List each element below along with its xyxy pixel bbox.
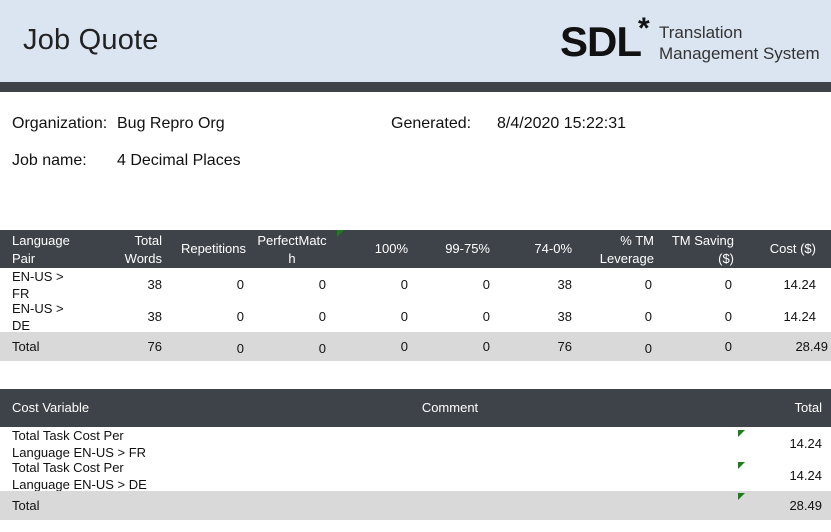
generated-value: 8/4/2020 15:22:31: [497, 115, 627, 132]
report-header: Job Quote SDL * Translation Management S…: [0, 0, 831, 82]
job-name-label: Job name:: [12, 152, 87, 169]
cell-100: 0: [400, 339, 408, 354]
col-tm-saving: TM Saving ($): [671, 233, 734, 266]
cost-table-header: Cost Variable Comment Total: [0, 389, 831, 427]
cell-total: 14.24: [789, 436, 822, 451]
col-total-words: Total Words: [124, 233, 162, 266]
cell-repetitions: 0: [236, 277, 244, 292]
col-cost: Cost ($): [769, 241, 816, 256]
sdl-logo: SDL * Translation Management System: [560, 12, 820, 70]
cell-total-label: Total: [12, 339, 40, 354]
col-comment: Comment: [421, 400, 479, 415]
cell-cost: 28.49: [795, 339, 828, 354]
col-99-75: 99-75%: [445, 241, 490, 256]
cell-cost: 14.24: [783, 277, 816, 292]
job-name-value: 4 Decimal Places: [117, 152, 241, 169]
cell-total-label: Total: [12, 498, 40, 513]
comment-marker-icon: [738, 462, 745, 469]
cell-total-words: 76: [147, 339, 162, 354]
cell-cost: 14.24: [783, 309, 816, 324]
logo-star-icon: *: [638, 12, 650, 45]
quote-table-header: Language Pair Total Words Repetitions Pe…: [0, 230, 831, 268]
logo-product-line2: Management System: [659, 44, 820, 63]
organization-value: Bug Repro Org: [117, 115, 225, 132]
col-repetitions: Repetitions: [180, 241, 246, 256]
table-total-row: Total 76 0 0 0 0 76 0 0 28.49: [0, 332, 831, 361]
page-title: Job Quote: [23, 24, 159, 56]
cell-100: 0: [400, 309, 408, 324]
cell-100: 0: [400, 277, 408, 292]
cell-99-75: 0: [482, 309, 490, 324]
cell-tm-saving: 0: [724, 309, 732, 324]
table-row: EN-US > DE 38 0 0 0 0 38 0 0 14.24: [0, 300, 831, 333]
cell-74-0: 38: [557, 277, 572, 292]
comment-marker-icon: [337, 230, 344, 237]
cell-perfect-match: 0: [318, 309, 326, 324]
col-cost-variable: Cost Variable: [12, 400, 90, 415]
cell-cost-variable: Total Task Cost Per Language EN-US > DE: [12, 460, 147, 492]
header-divider: [0, 82, 831, 92]
comment-marker-icon: [738, 493, 745, 500]
logo-wordmark: SDL: [560, 18, 642, 65]
cell-tm-leverage: 0: [644, 309, 652, 324]
col-74-0: 74-0%: [534, 241, 572, 256]
cell-tm-saving: 0: [724, 277, 732, 292]
logo-product-line1: Translation: [659, 23, 743, 42]
cell-74-0: 38: [557, 309, 572, 324]
organization-label: Organization:: [12, 115, 108, 132]
table-row: Total Task Cost Per Language EN-US > FR …: [0, 427, 831, 460]
col-language-pair: Language Pair: [12, 233, 70, 266]
cell-repetitions: 0: [236, 341, 244, 356]
col-tm-leverage: % TM Leverage: [599, 233, 654, 266]
cell-tm-leverage: 0: [644, 277, 652, 292]
cell-total: 14.24: [789, 468, 822, 483]
cell-language-pair: EN-US > DE: [12, 301, 64, 333]
cell-tm-leverage: 0: [644, 341, 652, 356]
col-total: Total: [794, 400, 822, 415]
cell-cost-variable: Total Task Cost Per Language EN-US > FR: [12, 428, 147, 460]
cell-language-pair: EN-US > FR: [12, 269, 64, 301]
cell-perfect-match: 0: [318, 341, 326, 356]
cell-total-words: 38: [147, 277, 162, 292]
cell-74-0: 76: [557, 339, 572, 354]
cell-99-75: 0: [482, 339, 490, 354]
cell-perfect-match: 0: [318, 277, 326, 292]
table-row: EN-US > FR 38 0 0 0 0 38 0 0 14.24: [0, 268, 831, 301]
col-perfect-match: PerfectMatch: [257, 233, 327, 266]
comment-marker-icon: [738, 430, 745, 437]
generated-label: Generated:: [391, 115, 472, 132]
col-100: 100%: [374, 241, 408, 256]
cell-total: 28.49: [789, 498, 822, 513]
table-row: Total Task Cost Per Language EN-US > DE …: [0, 459, 831, 492]
table-total-row: Total 28.49: [0, 491, 831, 520]
cell-repetitions: 0: [236, 309, 244, 324]
cell-tm-saving: 0: [724, 339, 732, 354]
cell-99-75: 0: [482, 277, 490, 292]
cell-total-words: 38: [147, 309, 162, 324]
